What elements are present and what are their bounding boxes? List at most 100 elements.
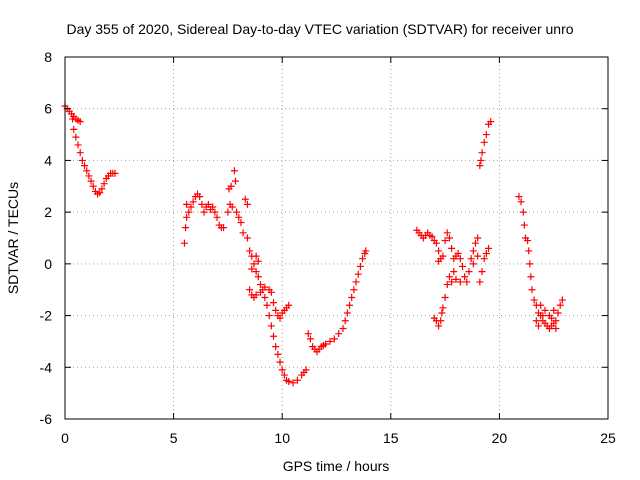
data-point — [293, 376, 301, 384]
data-point — [541, 306, 549, 314]
series-seg4 — [413, 226, 493, 330]
data-point — [243, 200, 251, 208]
data-point — [233, 208, 241, 216]
series-seg1 — [61, 102, 119, 198]
data-point — [224, 208, 232, 216]
data-point — [285, 301, 293, 309]
data-point — [441, 293, 449, 301]
x-tick-label: 5 — [170, 430, 178, 446]
data-point — [445, 273, 453, 281]
data-point — [263, 301, 271, 309]
data-point — [438, 309, 446, 317]
data-point — [461, 273, 469, 281]
y-tick-label: 0 — [44, 256, 52, 272]
data-point — [230, 167, 238, 175]
data-point — [463, 278, 471, 286]
data-point — [280, 371, 288, 379]
data-point — [476, 162, 484, 170]
data-point — [252, 252, 260, 260]
data-point — [256, 288, 264, 296]
data-point — [348, 293, 356, 301]
data-point — [227, 182, 235, 190]
data-point — [85, 172, 93, 180]
data-point — [204, 200, 212, 208]
data-point — [248, 265, 256, 273]
data-point — [477, 156, 485, 164]
data-point — [74, 141, 82, 149]
data-point — [302, 366, 310, 374]
data-point — [558, 296, 566, 304]
series-seg5 — [476, 118, 495, 170]
data-point — [445, 234, 453, 242]
data-point — [352, 278, 360, 286]
data-point — [232, 177, 240, 185]
data-point — [458, 262, 466, 270]
data-point — [254, 257, 262, 265]
data-point — [448, 244, 456, 252]
data-point — [267, 322, 275, 330]
data-point — [198, 200, 206, 208]
data-point — [435, 322, 443, 330]
data-point — [532, 317, 540, 325]
data-point — [285, 378, 293, 386]
data-point — [213, 213, 221, 221]
data-point — [482, 250, 490, 258]
data-point — [552, 317, 560, 325]
data-point — [76, 118, 84, 126]
data-point — [482, 131, 490, 139]
data-point — [87, 177, 95, 185]
data-point — [272, 306, 280, 314]
data-point — [350, 286, 358, 294]
data-point — [362, 247, 370, 255]
data-point — [180, 239, 188, 247]
y-tick-label: 6 — [44, 101, 52, 117]
data-point — [356, 262, 364, 270]
data-point — [261, 293, 269, 301]
data-point — [354, 270, 362, 278]
data-point — [270, 299, 278, 307]
data-point — [469, 260, 477, 268]
data-point — [111, 169, 119, 177]
chart-title: Day 355 of 2020, Sidereal Day-to-day VTE… — [66, 21, 573, 37]
data-point — [246, 286, 254, 294]
data-point — [83, 167, 91, 175]
data-point — [330, 335, 338, 343]
data-point — [485, 244, 493, 252]
data-point — [235, 213, 243, 221]
data-point — [552, 325, 560, 332]
data-point — [72, 133, 80, 141]
data-point — [428, 233, 436, 241]
data-point — [183, 200, 191, 208]
data-point — [476, 278, 484, 286]
data-point — [441, 237, 449, 245]
data-point — [196, 193, 204, 201]
plot-frame — [64, 56, 609, 420]
x-axis-label: GPS time / hours — [283, 458, 390, 474]
y-tick-label: -2 — [40, 308, 53, 324]
data-point — [343, 309, 351, 317]
data-point — [69, 115, 77, 123]
data-point — [480, 138, 488, 146]
data-point — [480, 255, 488, 263]
data-point — [185, 208, 193, 216]
data-point — [246, 247, 254, 255]
data-point — [474, 234, 482, 242]
data-point — [339, 325, 347, 332]
y-tick-label: -4 — [40, 359, 53, 375]
data-point — [76, 149, 84, 157]
data-point — [527, 273, 535, 281]
series-seg2 — [180, 167, 310, 387]
data-point — [98, 185, 106, 193]
data-point — [237, 218, 245, 226]
data-point — [70, 125, 78, 133]
data-point — [220, 224, 228, 232]
data-point — [241, 195, 249, 203]
data-point — [346, 301, 354, 309]
data-point — [359, 255, 367, 263]
data-point — [306, 335, 314, 343]
data-point — [437, 317, 445, 325]
data-point — [465, 268, 473, 276]
data-point — [182, 224, 190, 232]
data-point — [250, 260, 258, 268]
data-point — [265, 312, 273, 320]
